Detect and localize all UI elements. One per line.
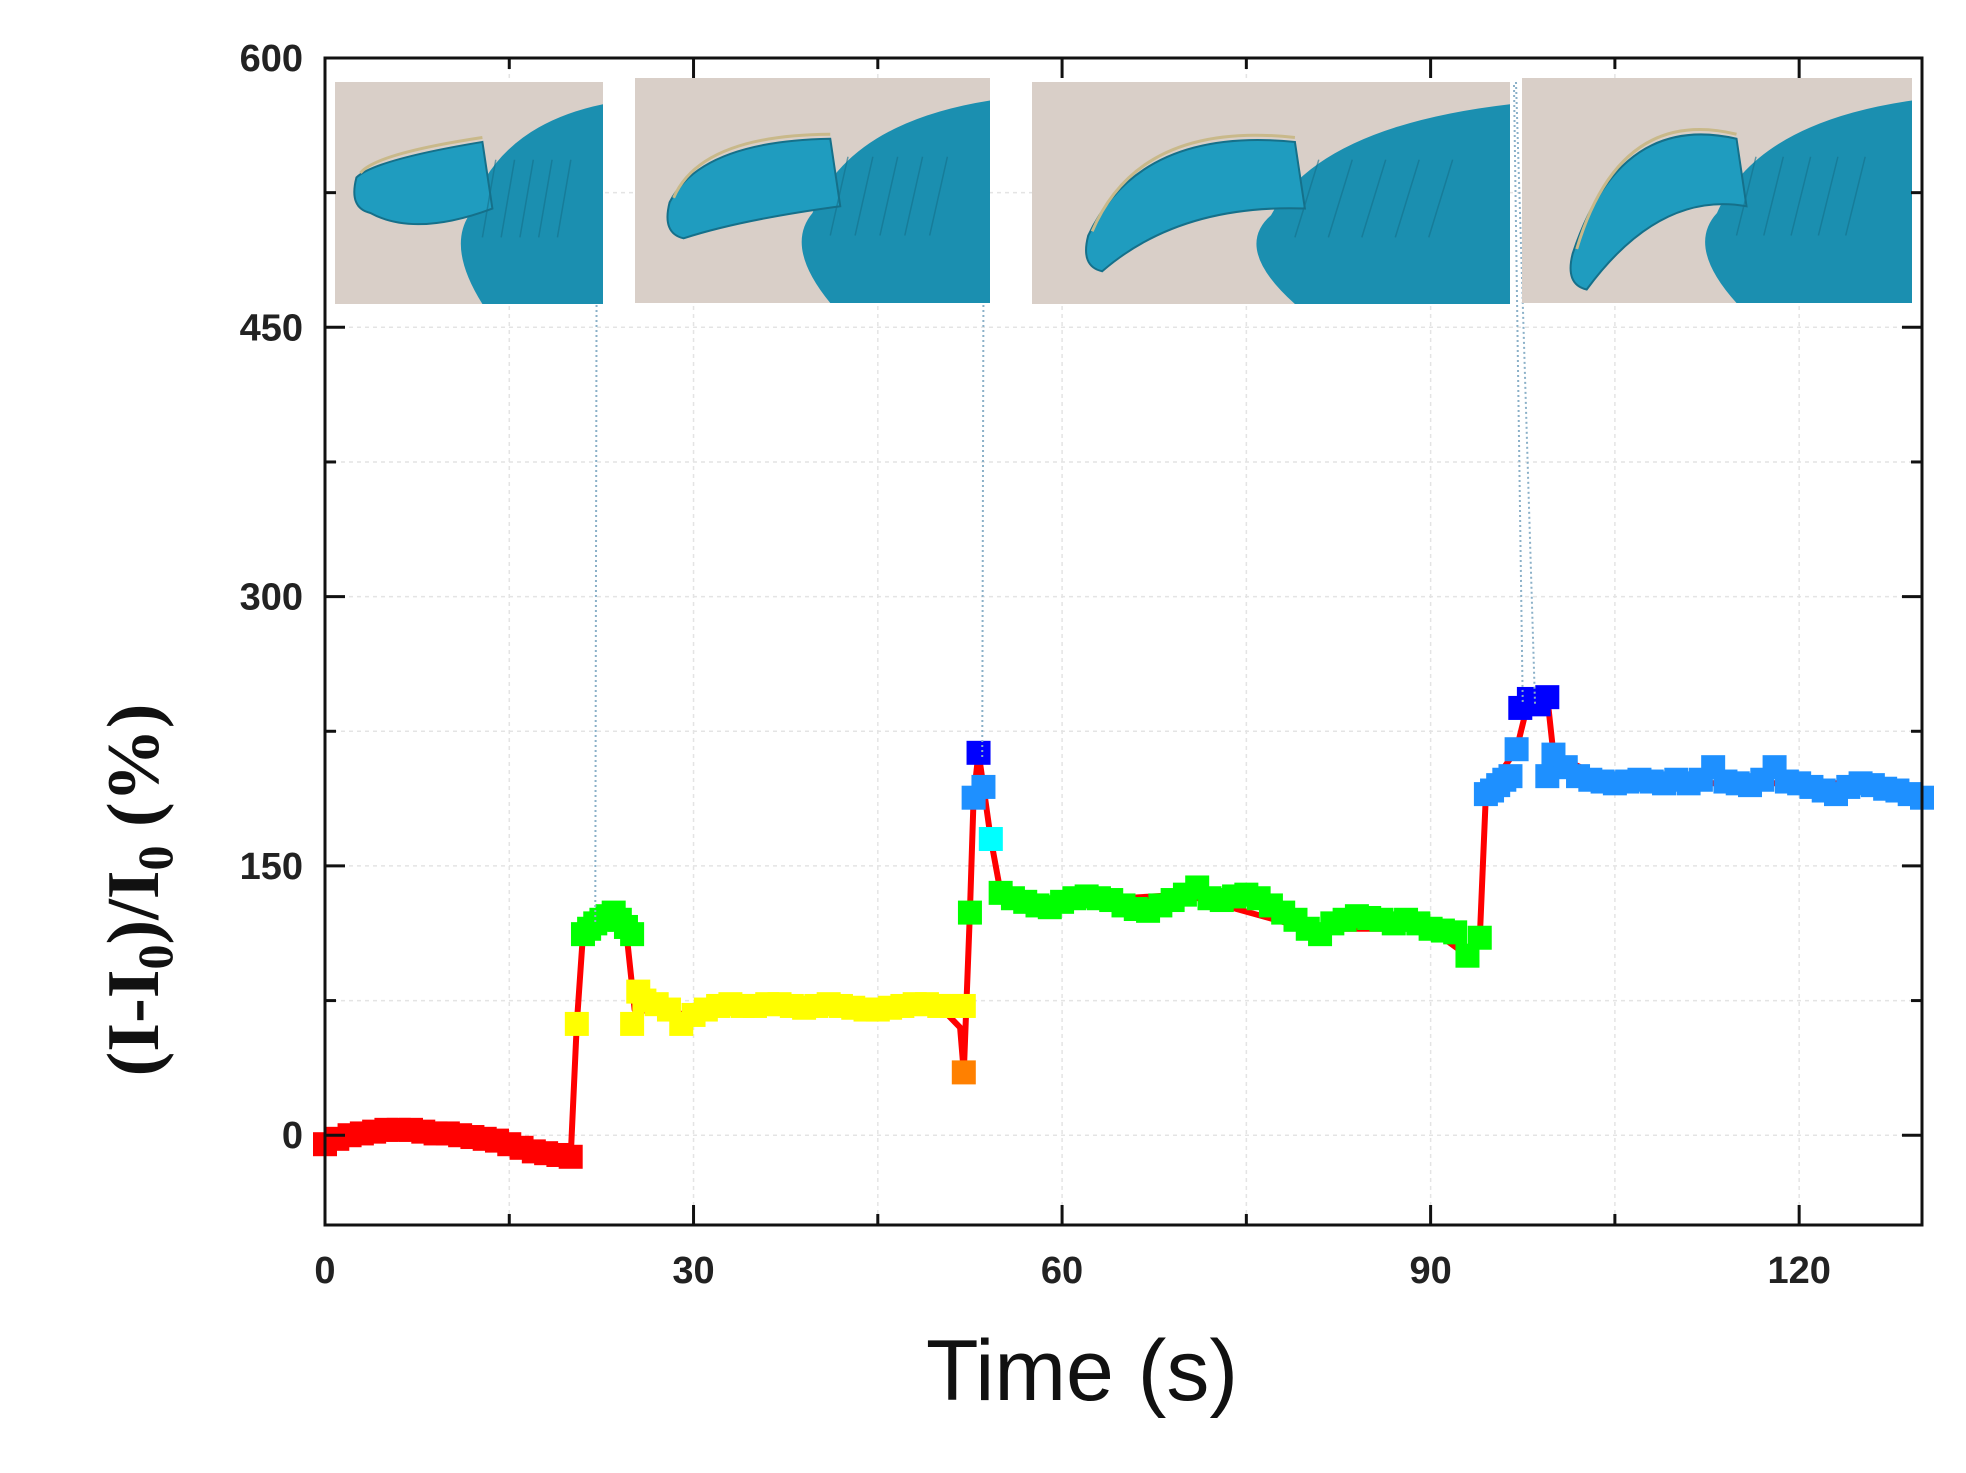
inset-photos — [335, 78, 1912, 304]
plot-frame — [323, 56, 1924, 1227]
glove-wrinkle — [1735, 156, 1757, 236]
glove-wrinkle — [537, 159, 553, 238]
series-bend3-top — [1508, 685, 1560, 720]
x-tick-label: 30 — [672, 1250, 714, 1292]
series-bend2-rise — [957, 900, 982, 925]
x-tick-labels: 0 30 60 90 120 — [314, 1250, 1830, 1292]
y-title-sub1: 0 — [127, 944, 183, 969]
glove-finger — [353, 140, 494, 226]
series-bend2-peak — [961, 774, 996, 810]
glove-wrinkle — [928, 156, 949, 236]
photo-connectors — [594, 79, 1537, 924]
data-point — [966, 740, 991, 765]
data-point — [1443, 920, 1468, 945]
photo-connector — [1515, 81, 1537, 705]
glove-wrinkle — [519, 159, 535, 238]
finger-straight-glove-photo — [335, 82, 603, 304]
y-title-part3: (%) — [93, 704, 175, 846]
x-tick-label: 0 — [314, 1250, 335, 1292]
glove-wrinkle — [1428, 159, 1454, 238]
glove-hand — [801, 100, 990, 303]
data-point — [1504, 737, 1529, 762]
data-point — [951, 993, 976, 1018]
glove-wrinkle — [1361, 159, 1387, 238]
y-tick-label: 600 — [240, 38, 303, 80]
y-tick-label: 150 — [240, 846, 303, 888]
sensor-strip — [672, 132, 831, 199]
finger-fully-bent-glove-photo — [1522, 78, 1912, 303]
x-tick-label: 60 — [1041, 1250, 1083, 1292]
y-tick-label: 0 — [282, 1115, 303, 1157]
sensor-strip — [1575, 128, 1737, 250]
glove-wrinkle — [1763, 156, 1785, 236]
glove-wrinkle — [1844, 156, 1866, 236]
data-point — [1498, 764, 1523, 789]
y-tick-labels: 0 150 300 450 600 — [240, 38, 303, 1157]
y-title-sub2: 0 — [127, 845, 183, 870]
x-tick-label: 90 — [1409, 1250, 1451, 1292]
glove-wrinkle — [854, 156, 874, 236]
x-axis-title: Time (s) — [926, 1323, 1238, 1419]
series-release1 — [951, 1060, 976, 1085]
glove-finger — [1085, 139, 1307, 273]
data-point — [957, 900, 982, 925]
photo-connector — [1513, 84, 1524, 705]
glove-finger — [1569, 133, 1748, 291]
glove-hand — [1705, 100, 1912, 303]
y-axis-title: (I-I0)/I0 (%) — [93, 704, 183, 1077]
glove-hand — [1256, 104, 1510, 304]
glove-wrinkle — [829, 156, 849, 236]
axis-ticks — [323, 56, 1922, 1225]
glove-wrinkle — [481, 159, 497, 238]
sensor-strip — [1090, 133, 1296, 232]
data-point — [620, 1011, 645, 1036]
x-tick-label: 120 — [1767, 1250, 1830, 1292]
y-title-part1: (I-I — [93, 969, 175, 1076]
series-bend2-drop — [978, 826, 1003, 851]
photo-connector — [981, 79, 985, 759]
data-point — [558, 1144, 583, 1169]
y-title-part2: )/I — [93, 870, 175, 944]
series-hold1 — [620, 979, 976, 1036]
data-point — [1535, 685, 1560, 710]
data-point — [564, 1011, 589, 1036]
series-rest — [313, 1117, 583, 1169]
series-bend1-peak — [570, 900, 645, 947]
finger-slightly-bent-glove-photo — [635, 78, 990, 303]
glove-wrinkle — [879, 156, 899, 236]
series-hold2 — [988, 875, 1492, 968]
glove-wrinkle — [556, 159, 572, 238]
data-point — [978, 826, 1003, 851]
glove-wrinkle — [1294, 159, 1320, 238]
data-point — [620, 922, 645, 947]
y-tick-label: 300 — [240, 577, 303, 619]
data-point — [971, 774, 996, 799]
data-point — [951, 1060, 976, 1085]
data-point — [1467, 925, 1492, 950]
finger-half-bent-glove-photo — [1032, 82, 1510, 304]
sensor-strip — [359, 136, 483, 175]
glove-wrinkle — [1327, 159, 1353, 238]
glove-wrinkle — [1790, 156, 1812, 236]
series-bend2-top — [966, 740, 991, 765]
series-bend1-rise — [564, 1011, 589, 1036]
series-hold3 — [1535, 742, 1934, 810]
data-markers — [313, 685, 1934, 1169]
glove-wrinkle — [904, 156, 924, 236]
glove-finger — [666, 137, 842, 240]
glove-hand — [460, 104, 603, 304]
series-bend3-rise — [1473, 737, 1529, 807]
glove-wrinkle — [1817, 156, 1839, 236]
y-tick-label: 450 — [240, 307, 303, 349]
glove-wrinkle — [1394, 159, 1420, 238]
glove-wrinkle — [500, 159, 516, 238]
